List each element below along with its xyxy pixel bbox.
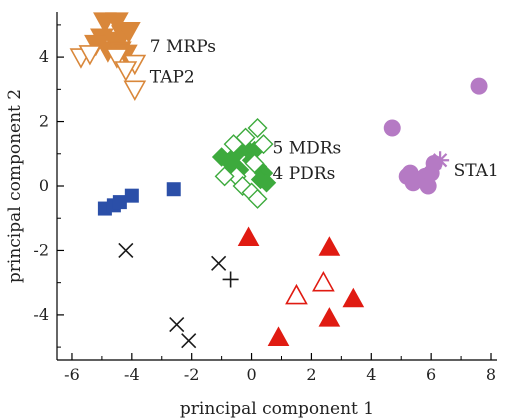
point-circle-filled bbox=[419, 177, 437, 195]
point-diamond-open bbox=[247, 118, 268, 138]
series-triangle-down-filled bbox=[84, 12, 141, 66]
x-tick-label: 6 bbox=[426, 365, 436, 384]
series-circle-filled bbox=[383, 77, 488, 195]
point-triangle-down-open bbox=[78, 45, 102, 66]
point-circle-filled bbox=[470, 77, 488, 95]
point-triangle-up-filled bbox=[318, 236, 341, 256]
series-triangle-up-filled bbox=[237, 226, 365, 346]
point-diamond-open bbox=[244, 153, 265, 174]
series-triangle-down-open bbox=[69, 45, 147, 101]
x-tick-label: 4 bbox=[366, 365, 376, 384]
y-axis-ticks: -4 -2 0 2 4 bbox=[33, 24, 64, 348]
point-asterisk bbox=[431, 151, 450, 170]
point-triangle-up-open bbox=[285, 283, 308, 305]
point-x bbox=[118, 242, 134, 259]
y-axis-title: principal component 2 bbox=[5, 89, 25, 283]
series-triangle-up-open bbox=[285, 271, 335, 305]
annotation-label: STA1 bbox=[454, 161, 499, 181]
point-triangle-up-filled bbox=[318, 307, 341, 327]
y-tick-label: 0 bbox=[39, 176, 49, 195]
annotation-label: TAP2 bbox=[150, 67, 195, 87]
series-plus bbox=[222, 271, 239, 288]
point-triangle-down-open bbox=[105, 48, 129, 69]
point-square-filled bbox=[112, 195, 127, 210]
point-triangle-up-filled bbox=[267, 326, 290, 346]
annotation-label: 4 PDRs bbox=[273, 164, 336, 184]
point-diamond-open bbox=[247, 188, 268, 209]
annotations: 7 MRPs TAP2 5 MDRs 4 PDRs STA1 bbox=[150, 37, 499, 184]
point-triangle-down-filled bbox=[116, 22, 141, 44]
point-diamond-open bbox=[223, 134, 244, 155]
point-diamond-open bbox=[214, 166, 235, 187]
annotation-label: 5 MDRs bbox=[273, 138, 342, 158]
x-axis-title: principal component 1 bbox=[180, 399, 374, 419]
point-diamond-open bbox=[253, 134, 274, 155]
point-x bbox=[181, 333, 197, 349]
point-triangle-up-filled bbox=[237, 226, 260, 247]
point-circle-filled bbox=[401, 164, 419, 182]
axes: -6 -4 -2 0 2 4 6 8 -4 -2 0 2 4 bbox=[33, 12, 497, 384]
data-points bbox=[69, 12, 488, 349]
x-tick-label: 0 bbox=[246, 365, 256, 384]
x-tick-label: 2 bbox=[306, 365, 316, 384]
x-tick-label: -2 bbox=[184, 365, 200, 384]
point-triangle-down-open bbox=[123, 80, 147, 101]
series-square-filled bbox=[97, 182, 181, 216]
x-tick-label: -6 bbox=[64, 365, 80, 384]
point-diamond-filled bbox=[256, 173, 277, 193]
annotation-label: 7 MRPs bbox=[150, 37, 216, 57]
y-tick-label: -4 bbox=[33, 305, 49, 324]
y-tick-label: -2 bbox=[33, 240, 49, 259]
x-tick-label: -4 bbox=[124, 365, 140, 384]
series-x bbox=[118, 242, 227, 349]
point-x bbox=[169, 316, 185, 333]
point-circle-filled bbox=[383, 119, 401, 137]
point-plus bbox=[222, 271, 239, 288]
point-square-filled bbox=[124, 188, 139, 203]
point-x bbox=[211, 255, 227, 271]
x-tick-label: 8 bbox=[486, 365, 496, 384]
point-triangle-down-open bbox=[114, 61, 138, 82]
series-asterisk bbox=[431, 151, 450, 170]
x-axis-ticks: -6 -4 -2 0 2 4 6 8 bbox=[64, 353, 496, 384]
point-square-filled bbox=[166, 182, 181, 197]
y-tick-label: 2 bbox=[39, 112, 49, 131]
y-tick-label: 4 bbox=[39, 47, 49, 66]
point-triangle-up-filled bbox=[342, 287, 365, 308]
point-triangle-up-open bbox=[312, 271, 335, 292]
series-diamond-open bbox=[214, 118, 274, 209]
